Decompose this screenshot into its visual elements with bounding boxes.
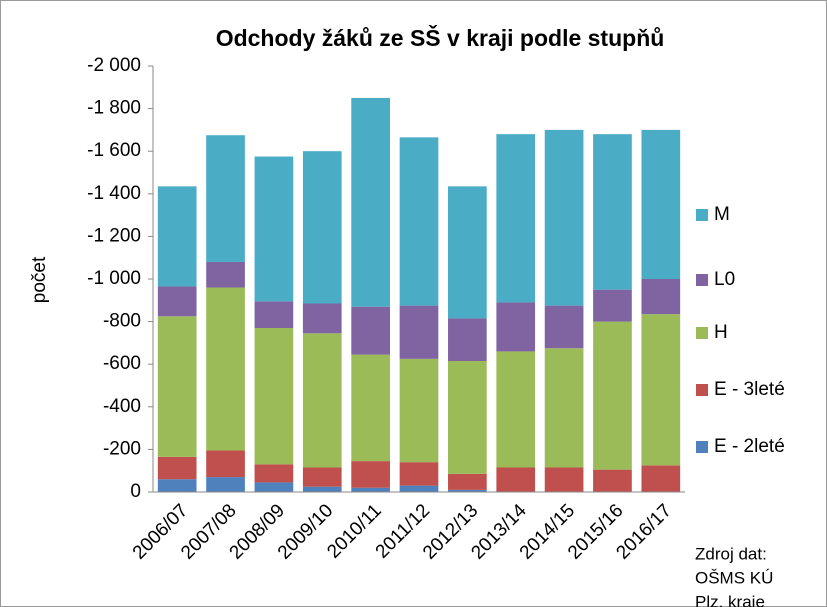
bar-segment — [399, 485, 439, 492]
bar-segment — [544, 129, 584, 306]
bar-segment — [302, 486, 342, 492]
bar-segment — [302, 467, 342, 487]
bar-segment — [254, 156, 294, 302]
bar-segment — [496, 467, 536, 492]
bar-segment — [351, 306, 390, 355]
bar-segment — [496, 134, 536, 303]
y-tick-label: -600 — [103, 353, 141, 374]
bar-segment — [593, 469, 632, 492]
y-tick-label: -1 600 — [87, 140, 141, 161]
legend-swatch — [696, 274, 708, 286]
y-tick-label: -1 200 — [87, 225, 141, 246]
bar-segment — [206, 287, 245, 451]
bar-segment — [399, 462, 439, 486]
source-note: Plz. kraje — [695, 592, 765, 607]
legend-label: H — [714, 322, 728, 343]
legend-label: E - 2leté — [714, 436, 785, 457]
y-tick-label: -800 — [103, 311, 141, 332]
bar-segment — [254, 464, 294, 483]
bar-segment — [399, 305, 439, 359]
y-tick-label: 0 — [130, 481, 141, 502]
legend-swatch — [696, 441, 708, 453]
bar-segment — [641, 465, 681, 492]
y-tick-label: -200 — [103, 438, 141, 459]
bar-segment — [448, 186, 487, 319]
bar-segment — [399, 358, 439, 463]
bar-segment — [544, 467, 584, 492]
bar-segment — [544, 305, 584, 349]
y-tick-label: -1 800 — [87, 98, 141, 119]
bar-segment — [496, 302, 536, 352]
bar-segment — [254, 327, 294, 465]
bar-segment — [448, 318, 487, 362]
bar-segment — [351, 487, 390, 492]
bar-segment — [351, 461, 390, 488]
legend-label: E - 3leté — [714, 379, 785, 400]
bar-segment — [544, 348, 584, 468]
bar-segment — [206, 261, 245, 288]
bar-segment — [157, 316, 197, 457]
y-axis-title: počet — [29, 256, 50, 303]
bar-segment — [302, 151, 342, 304]
bar-segment — [157, 186, 197, 287]
bar-segment — [157, 479, 197, 492]
legend-label: L0 — [714, 269, 735, 290]
bar-segment — [593, 289, 632, 322]
bar-segment — [593, 321, 632, 470]
y-tick-label: -2 000 — [87, 55, 141, 76]
bar-segment — [641, 129, 681, 279]
bar-segment — [593, 134, 632, 290]
bar-segment — [448, 361, 487, 474]
bar-segment — [254, 301, 294, 328]
legend-swatch — [696, 327, 708, 339]
bar-segment — [448, 489, 487, 492]
bar-segment — [206, 477, 245, 492]
bar-segment — [496, 351, 536, 468]
chart-title: Odchody žáků ze SŠ v kraji podle stupňů — [216, 24, 665, 51]
bar-segment — [302, 333, 342, 468]
bar-segment — [157, 286, 197, 317]
y-tick-label: -400 — [103, 396, 141, 417]
bar-segment — [351, 354, 390, 462]
source-note: Zdroj dat: — [695, 544, 767, 563]
bar-segment — [157, 456, 197, 480]
y-tick-label: -1 000 — [87, 268, 141, 289]
bar-segment — [206, 135, 245, 262]
bar-segment — [302, 303, 342, 334]
bar-segment — [254, 482, 294, 492]
bar-segment — [641, 314, 681, 466]
legend-label: M — [714, 204, 730, 225]
legend-swatch — [696, 384, 708, 396]
y-tick-label: -1 400 — [87, 183, 141, 204]
legend-swatch — [696, 209, 708, 221]
source-note: OŠMS KÚ — [695, 568, 773, 587]
bar-segment — [351, 97, 390, 307]
bar-segment — [641, 279, 681, 315]
bar-segment — [206, 450, 245, 478]
bar-segment — [448, 473, 487, 490]
bar-segment — [399, 137, 439, 306]
